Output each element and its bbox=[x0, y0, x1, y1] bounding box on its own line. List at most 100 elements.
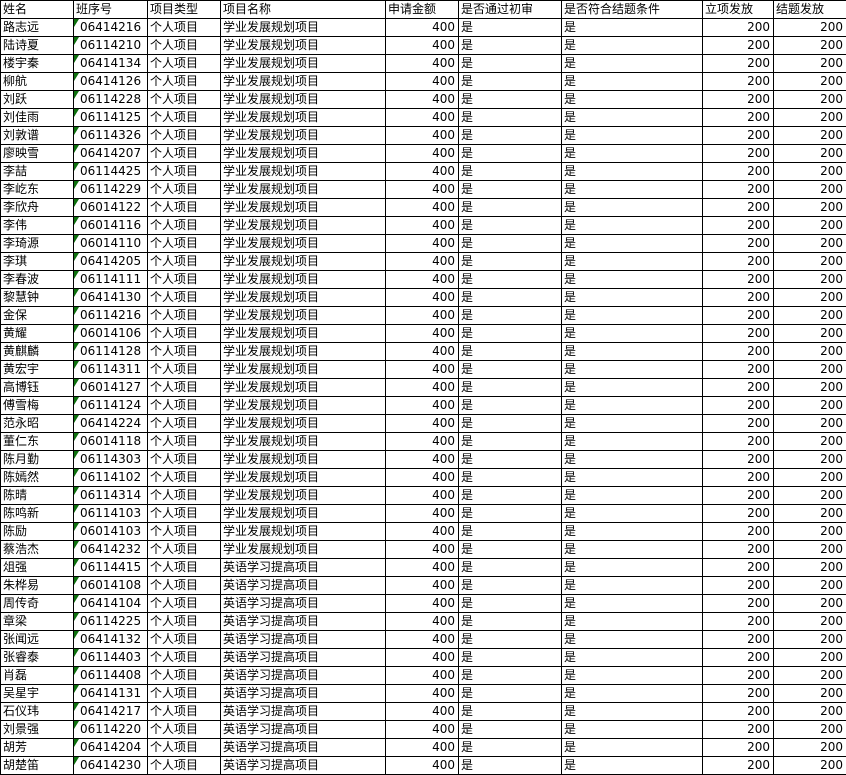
cell-name[interactable]: 陈励 bbox=[0, 522, 74, 541]
cell-project-name[interactable]: 学业发展规划项目 bbox=[220, 522, 386, 541]
cell-project-type[interactable]: 个人项目 bbox=[147, 756, 221, 775]
cell-meets-closing-condition[interactable]: 是 bbox=[561, 414, 703, 433]
cell-passed-initial-review[interactable]: 是 bbox=[458, 738, 562, 757]
cell-class-no[interactable]: 06114228 bbox=[73, 90, 148, 109]
cell-passed-initial-review[interactable]: 是 bbox=[458, 522, 562, 541]
cell-initial-grant[interactable]: 200 bbox=[702, 630, 774, 649]
column-header-project-name[interactable]: 项目名称 bbox=[220, 0, 386, 19]
cell-class-no[interactable]: 06414126 bbox=[73, 72, 148, 91]
cell-initial-grant[interactable]: 200 bbox=[702, 324, 774, 343]
cell-name[interactable]: 路志远 bbox=[0, 18, 74, 37]
cell-project-name[interactable]: 英语学习提高项目 bbox=[220, 558, 386, 577]
cell-name[interactable]: 张睿泰 bbox=[0, 648, 74, 667]
cell-initial-grant[interactable]: 200 bbox=[702, 684, 774, 703]
cell-initial-grant[interactable]: 200 bbox=[702, 450, 774, 469]
cell-meets-closing-condition[interactable]: 是 bbox=[561, 324, 703, 343]
cell-name[interactable]: 石仪玮 bbox=[0, 702, 74, 721]
cell-passed-initial-review[interactable]: 是 bbox=[458, 486, 562, 505]
cell-passed-initial-review[interactable]: 是 bbox=[458, 558, 562, 577]
cell-meets-closing-condition[interactable]: 是 bbox=[561, 126, 703, 145]
cell-class-no[interactable]: 06414134 bbox=[73, 54, 148, 73]
cell-initial-grant[interactable]: 200 bbox=[702, 180, 774, 199]
cell-meets-closing-condition[interactable]: 是 bbox=[561, 90, 703, 109]
cell-class-no[interactable]: 06114210 bbox=[73, 36, 148, 55]
cell-project-name[interactable]: 学业发展规划项目 bbox=[220, 360, 386, 379]
cell-initial-grant[interactable]: 200 bbox=[702, 126, 774, 145]
cell-class-no[interactable]: 06414230 bbox=[73, 756, 148, 775]
cell-meets-closing-condition[interactable]: 是 bbox=[561, 108, 703, 127]
cell-project-type[interactable]: 个人项目 bbox=[147, 630, 221, 649]
cell-initial-grant[interactable]: 200 bbox=[702, 252, 774, 271]
cell-meets-closing-condition[interactable]: 是 bbox=[561, 54, 703, 73]
cell-passed-initial-review[interactable]: 是 bbox=[458, 144, 562, 163]
cell-closing-grant[interactable]: 200 bbox=[773, 108, 846, 127]
cell-initial-grant[interactable]: 200 bbox=[702, 414, 774, 433]
cell-project-name[interactable]: 英语学习提高项目 bbox=[220, 738, 386, 757]
cell-initial-grant[interactable]: 200 bbox=[702, 72, 774, 91]
cell-project-name[interactable]: 学业发展规划项目 bbox=[220, 72, 386, 91]
cell-project-name[interactable]: 学业发展规划项目 bbox=[220, 36, 386, 55]
cell-amount[interactable]: 400 bbox=[385, 342, 459, 361]
cell-passed-initial-review[interactable]: 是 bbox=[458, 252, 562, 271]
cell-class-no[interactable]: 06114303 bbox=[73, 450, 148, 469]
cell-meets-closing-condition[interactable]: 是 bbox=[561, 36, 703, 55]
cell-project-type[interactable]: 个人项目 bbox=[147, 378, 221, 397]
cell-project-name[interactable]: 学业发展规划项目 bbox=[220, 486, 386, 505]
cell-class-no[interactable]: 06014108 bbox=[73, 576, 148, 595]
cell-project-name[interactable]: 英语学习提高项目 bbox=[220, 594, 386, 613]
cell-closing-grant[interactable]: 200 bbox=[773, 36, 846, 55]
cell-passed-initial-review[interactable]: 是 bbox=[458, 540, 562, 559]
cell-project-type[interactable]: 个人项目 bbox=[147, 612, 221, 631]
cell-name[interactable]: 楼宇秦 bbox=[0, 54, 74, 73]
cell-class-no[interactable]: 06414216 bbox=[73, 18, 148, 37]
cell-amount[interactable]: 400 bbox=[385, 450, 459, 469]
cell-amount[interactable]: 400 bbox=[385, 504, 459, 523]
cell-passed-initial-review[interactable]: 是 bbox=[458, 216, 562, 235]
cell-project-name[interactable]: 学业发展规划项目 bbox=[220, 144, 386, 163]
cell-class-no[interactable]: 06114425 bbox=[73, 162, 148, 181]
cell-project-name[interactable]: 学业发展规划项目 bbox=[220, 252, 386, 271]
cell-amount[interactable]: 400 bbox=[385, 666, 459, 685]
cell-name[interactable]: 蔡浩杰 bbox=[0, 540, 74, 559]
cell-class-no[interactable]: 06414132 bbox=[73, 630, 148, 649]
cell-name[interactable]: 刘敦谱 bbox=[0, 126, 74, 145]
cell-name[interactable]: 陈嫣然 bbox=[0, 468, 74, 487]
cell-project-type[interactable]: 个人项目 bbox=[147, 450, 221, 469]
cell-name[interactable]: 刘佳雨 bbox=[0, 108, 74, 127]
cell-class-no[interactable]: 06414104 bbox=[73, 594, 148, 613]
cell-project-name[interactable]: 学业发展规划项目 bbox=[220, 198, 386, 217]
cell-name[interactable]: 周传奇 bbox=[0, 594, 74, 613]
cell-closing-grant[interactable]: 200 bbox=[773, 324, 846, 343]
cell-meets-closing-condition[interactable]: 是 bbox=[561, 378, 703, 397]
cell-name[interactable]: 黄麒麟 bbox=[0, 342, 74, 361]
cell-class-no[interactable]: 06414130 bbox=[73, 288, 148, 307]
cell-meets-closing-condition[interactable]: 是 bbox=[561, 738, 703, 757]
cell-project-type[interactable]: 个人项目 bbox=[147, 702, 221, 721]
cell-project-type[interactable]: 个人项目 bbox=[147, 576, 221, 595]
cell-closing-grant[interactable]: 200 bbox=[773, 360, 846, 379]
cell-passed-initial-review[interactable]: 是 bbox=[458, 360, 562, 379]
cell-initial-grant[interactable]: 200 bbox=[702, 558, 774, 577]
cell-project-type[interactable]: 个人项目 bbox=[147, 468, 221, 487]
cell-amount[interactable]: 400 bbox=[385, 144, 459, 163]
cell-project-name[interactable]: 学业发展规划项目 bbox=[220, 234, 386, 253]
cell-name[interactable]: 廖映雪 bbox=[0, 144, 74, 163]
cell-closing-grant[interactable]: 200 bbox=[773, 666, 846, 685]
cell-closing-grant[interactable]: 200 bbox=[773, 522, 846, 541]
cell-class-no[interactable]: 06014118 bbox=[73, 432, 148, 451]
cell-project-name[interactable]: 学业发展规划项目 bbox=[220, 396, 386, 415]
cell-project-type[interactable]: 个人项目 bbox=[147, 54, 221, 73]
cell-passed-initial-review[interactable]: 是 bbox=[458, 720, 562, 739]
cell-passed-initial-review[interactable]: 是 bbox=[458, 288, 562, 307]
cell-closing-grant[interactable]: 200 bbox=[773, 54, 846, 73]
cell-project-name[interactable]: 学业发展规划项目 bbox=[220, 180, 386, 199]
cell-meets-closing-condition[interactable]: 是 bbox=[561, 594, 703, 613]
cell-class-no[interactable]: 06114225 bbox=[73, 612, 148, 631]
cell-project-name[interactable]: 学业发展规划项目 bbox=[220, 414, 386, 433]
cell-meets-closing-condition[interactable]: 是 bbox=[561, 576, 703, 595]
cell-project-type[interactable]: 个人项目 bbox=[147, 666, 221, 685]
cell-passed-initial-review[interactable]: 是 bbox=[458, 306, 562, 325]
cell-project-type[interactable]: 个人项目 bbox=[147, 396, 221, 415]
cell-name[interactable]: 陈晴 bbox=[0, 486, 74, 505]
cell-name[interactable]: 金保 bbox=[0, 306, 74, 325]
